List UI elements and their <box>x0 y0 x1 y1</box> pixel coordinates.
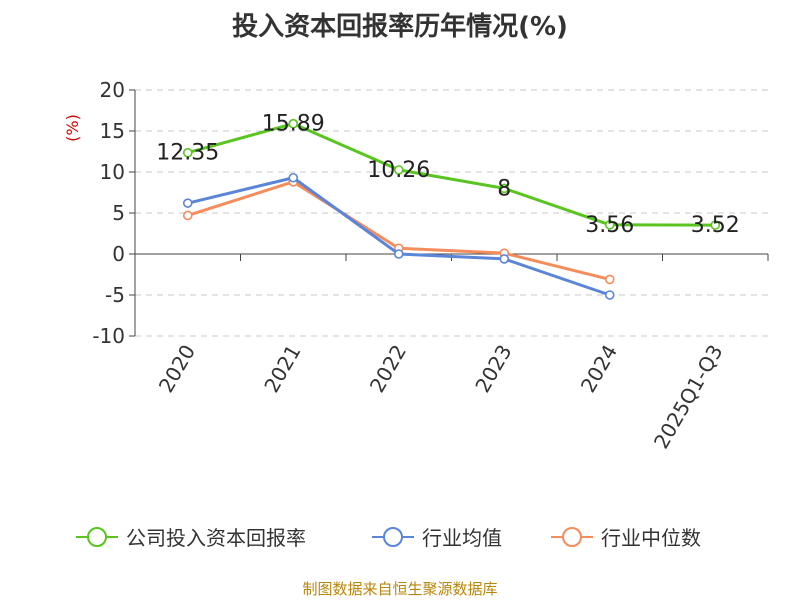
data-point <box>499 254 510 264</box>
data-point <box>604 274 615 285</box>
y-tick-label: 15 <box>100 119 125 143</box>
legend-label: 行业均值 <box>422 526 502 550</box>
legend-marker <box>562 527 582 547</box>
data-label: 15.89 <box>262 112 325 137</box>
data-point <box>288 118 299 129</box>
y-tick-label: 0 <box>112 242 125 266</box>
data-point <box>182 198 193 208</box>
y-tick-label: -5 <box>105 283 125 307</box>
data-label: 8 <box>497 176 511 201</box>
legend-marker <box>383 527 403 547</box>
x-tick-label: 2020 <box>154 341 200 397</box>
data-point <box>604 290 615 300</box>
axes: 20 15 10 5 0 -5 -10 2020 2021 2022 2023 2024 2025Q1-… <box>92 78 769 453</box>
series-lines <box>182 118 721 300</box>
legend-marker <box>87 527 107 547</box>
legend-label: 行业中位数 <box>601 526 701 550</box>
y-tick-label: 5 <box>112 201 125 225</box>
y-axis-label: (%) <box>63 114 82 142</box>
data-label: 3.56 <box>585 213 634 238</box>
data-point <box>182 147 193 158</box>
source-note: 制图数据来自恒生聚源数据库 <box>302 580 498 598</box>
chart-title: 投入资本回报率历年情况(%) <box>232 12 568 42</box>
data-point <box>182 210 193 221</box>
y-tick-label: 10 <box>100 160 125 184</box>
data-point <box>393 165 404 175</box>
data-point <box>499 183 510 194</box>
data-label: 3.52 <box>691 213 740 238</box>
data-labels: 12.35 15.89 10.26 8 3.56 3.52 <box>156 112 739 238</box>
x-tick-label: 2021 <box>259 341 305 397</box>
x-tick-label: 2022 <box>365 341 411 397</box>
y-tick-label: 20 <box>100 78 125 102</box>
y-tick-label: -10 <box>92 324 125 348</box>
x-tick-label: 2025Q1-Q3 <box>649 341 728 453</box>
grid-lines <box>135 89 768 337</box>
data-point <box>393 249 404 259</box>
x-tick-label: 2023 <box>470 341 516 397</box>
legend: 公司投入资本回报率 行业均值 行业中位数 <box>76 526 701 550</box>
data-point <box>710 220 721 230</box>
data-label: 12.35 <box>156 141 219 166</box>
legend-label: 公司投入资本回报率 <box>126 526 306 550</box>
data-point <box>288 172 299 183</box>
x-tick-label: 2024 <box>576 341 622 397</box>
data-point <box>604 220 615 230</box>
data-label: 10.26 <box>367 158 430 183</box>
series-line <box>187 122 716 227</box>
series-line <box>187 180 611 281</box>
